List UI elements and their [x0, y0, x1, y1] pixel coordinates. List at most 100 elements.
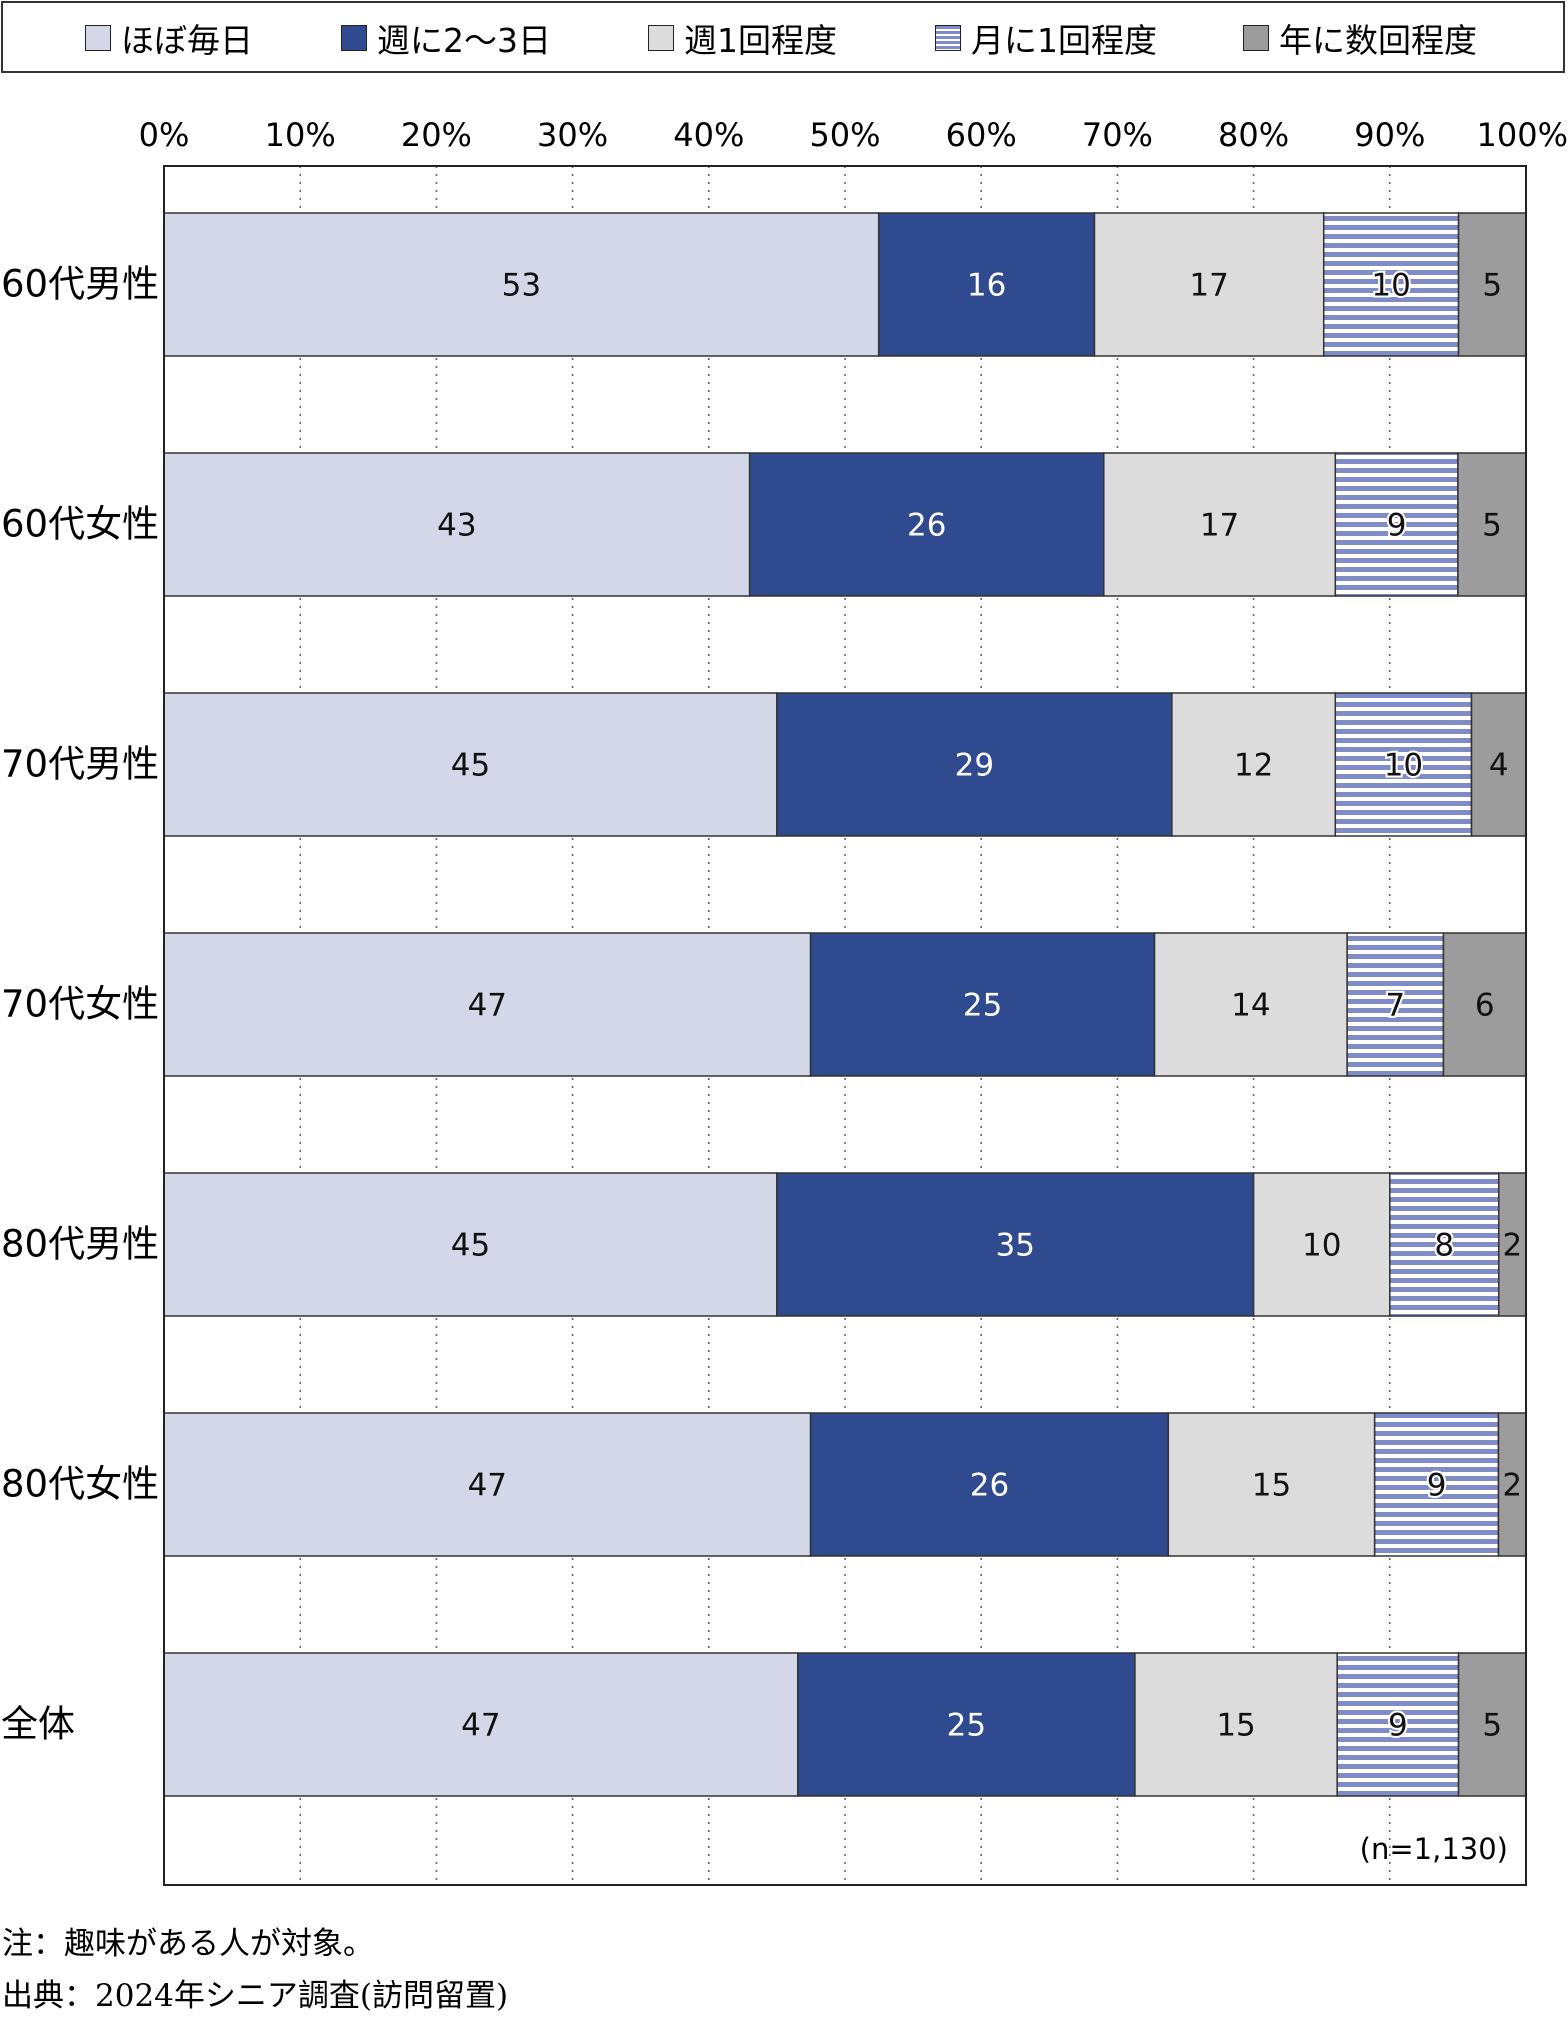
data-label: 5 [1482, 268, 1502, 304]
bar-segment [1498, 1172, 1527, 1317]
data-label: 9 [1388, 1708, 1408, 1744]
category-label: 60代女性 [1, 503, 159, 546]
bar-segment [1134, 1652, 1338, 1797]
bar-segment [1334, 692, 1473, 837]
bar-segment [797, 1652, 1136, 1797]
data-label: 25 [963, 988, 1002, 1024]
category-label: 全体 [1, 1703, 75, 1746]
x-tick-label: 30% [537, 116, 608, 154]
data-label: 5 [1482, 508, 1502, 544]
data-label: 47 [461, 1708, 500, 1744]
x-tick-label: 10% [265, 116, 336, 154]
chart-legend: ほぼ毎日 週に2～3日 週1回程度 月に1回程度 年に数回程度 [1, 1, 1565, 73]
data-label: 9 [1387, 508, 1407, 544]
bar-segment [163, 212, 880, 357]
bar-segment [809, 932, 1156, 1077]
legend-label: 週1回程度 [684, 21, 837, 60]
bar-segment [809, 1412, 1170, 1557]
bar-segment [163, 452, 751, 597]
x-tick-label: 50% [809, 116, 880, 154]
x-tick-label: 100% [1477, 116, 1568, 154]
data-label: 12 [1234, 748, 1273, 784]
bar-segment [1322, 212, 1460, 357]
legend-label: 週に2～3日 [377, 21, 551, 60]
bar-segment [163, 1412, 812, 1557]
x-tick-label: 0% [139, 116, 190, 154]
note-target: 注：趣味がある人が対象。 [2, 1926, 374, 1962]
plot-frame [163, 165, 1527, 1886]
data-label: 45 [451, 1228, 490, 1264]
legend-item: 週に2～3日 [341, 3, 551, 73]
bar-segment [163, 692, 778, 837]
note-source: 出典：2024年シニア調査(訪問留置) [2, 1978, 509, 2014]
legend-label: 月に1回程度 [971, 21, 1157, 60]
data-label: 26 [970, 1468, 1009, 1504]
data-label: 14 [1231, 988, 1270, 1024]
bar-segment [1346, 932, 1445, 1077]
bar-segment [1103, 452, 1337, 597]
x-tick-label: 90% [1354, 116, 1425, 154]
bar-segment [163, 932, 812, 1077]
legend-swatch [935, 25, 961, 51]
footnotes: 注：趣味がある人が対象。 出典：2024年シニア調査(訪問留置) [2, 1918, 508, 2022]
stacked-bar-chart: 0% 10% 20% 30% 40% 50% 60% 70% 80% 90% 100%60代男性 53… [1, 116, 1568, 1886]
legend-swatch [1243, 25, 1269, 51]
data-label: 25 [947, 1708, 986, 1744]
data-label: 10 [1384, 748, 1423, 784]
x-tick-label: 20% [401, 116, 472, 154]
bar-segment [1457, 1652, 1527, 1797]
legend-swatch [648, 25, 674, 51]
legend-item: 月に1回程度 [935, 3, 1157, 73]
data-label: 47 [468, 988, 507, 1024]
data-label: 16 [967, 268, 1006, 304]
x-tick-label: 70% [1082, 116, 1153, 154]
bar-segment [877, 212, 1096, 357]
sample-size-annotation: (n=1,130) [1360, 1832, 1508, 1866]
bar-segment [748, 452, 1105, 597]
data-label: 2 [1502, 1468, 1522, 1504]
data-label: 7 [1385, 988, 1405, 1024]
bar-segment [1252, 1172, 1391, 1317]
category-label: 80代男性 [1, 1223, 159, 1266]
legend-item: 週1回程度 [648, 3, 837, 73]
data-label: 15 [1216, 1708, 1255, 1744]
bar-segment [1457, 452, 1527, 597]
category-label: 70代男性 [1, 743, 159, 786]
x-tick-label: 80% [1218, 116, 1289, 154]
x-tick-label: 40% [673, 116, 744, 154]
bar-segment [1336, 1652, 1460, 1797]
data-label: 45 [451, 748, 490, 784]
data-label: 2 [1503, 1228, 1523, 1264]
legend-label: ほぼ毎日 [121, 21, 253, 60]
data-label: 15 [1252, 1468, 1291, 1504]
data-label: 43 [437, 508, 476, 544]
bar-segment [1373, 1412, 1500, 1557]
legend-swatch [85, 25, 111, 51]
data-label: 17 [1200, 508, 1239, 544]
category-label: 70代女性 [1, 983, 159, 1026]
bar-segment [776, 692, 1173, 837]
data-label: 29 [955, 748, 994, 784]
bar-segment [1442, 932, 1527, 1077]
bar-segment [1470, 692, 1527, 837]
bar-segment [1334, 452, 1459, 597]
data-label: 5 [1482, 1708, 1502, 1744]
data-label: 4 [1489, 748, 1509, 784]
data-label: 53 [502, 268, 541, 304]
legend-label: 年に数回程度 [1279, 21, 1477, 60]
data-label: 10 [1302, 1228, 1341, 1264]
x-tick-label: 60% [946, 116, 1017, 154]
category-label: 80代女性 [1, 1463, 159, 1506]
data-label: 9 [1427, 1468, 1447, 1504]
legend-item: ほぼ毎日 [85, 3, 253, 73]
data-label: 35 [996, 1228, 1035, 1264]
legend-swatch [341, 25, 367, 51]
data-label: 47 [468, 1468, 507, 1504]
data-label: 6 [1475, 988, 1495, 1024]
data-label: 8 [1434, 1228, 1454, 1264]
bar-segment [1167, 1412, 1376, 1557]
bar-segment [1171, 692, 1337, 837]
data-label: 17 [1189, 268, 1228, 304]
category-label: 60代男性 [1, 263, 159, 306]
bar-segment [1153, 932, 1348, 1077]
